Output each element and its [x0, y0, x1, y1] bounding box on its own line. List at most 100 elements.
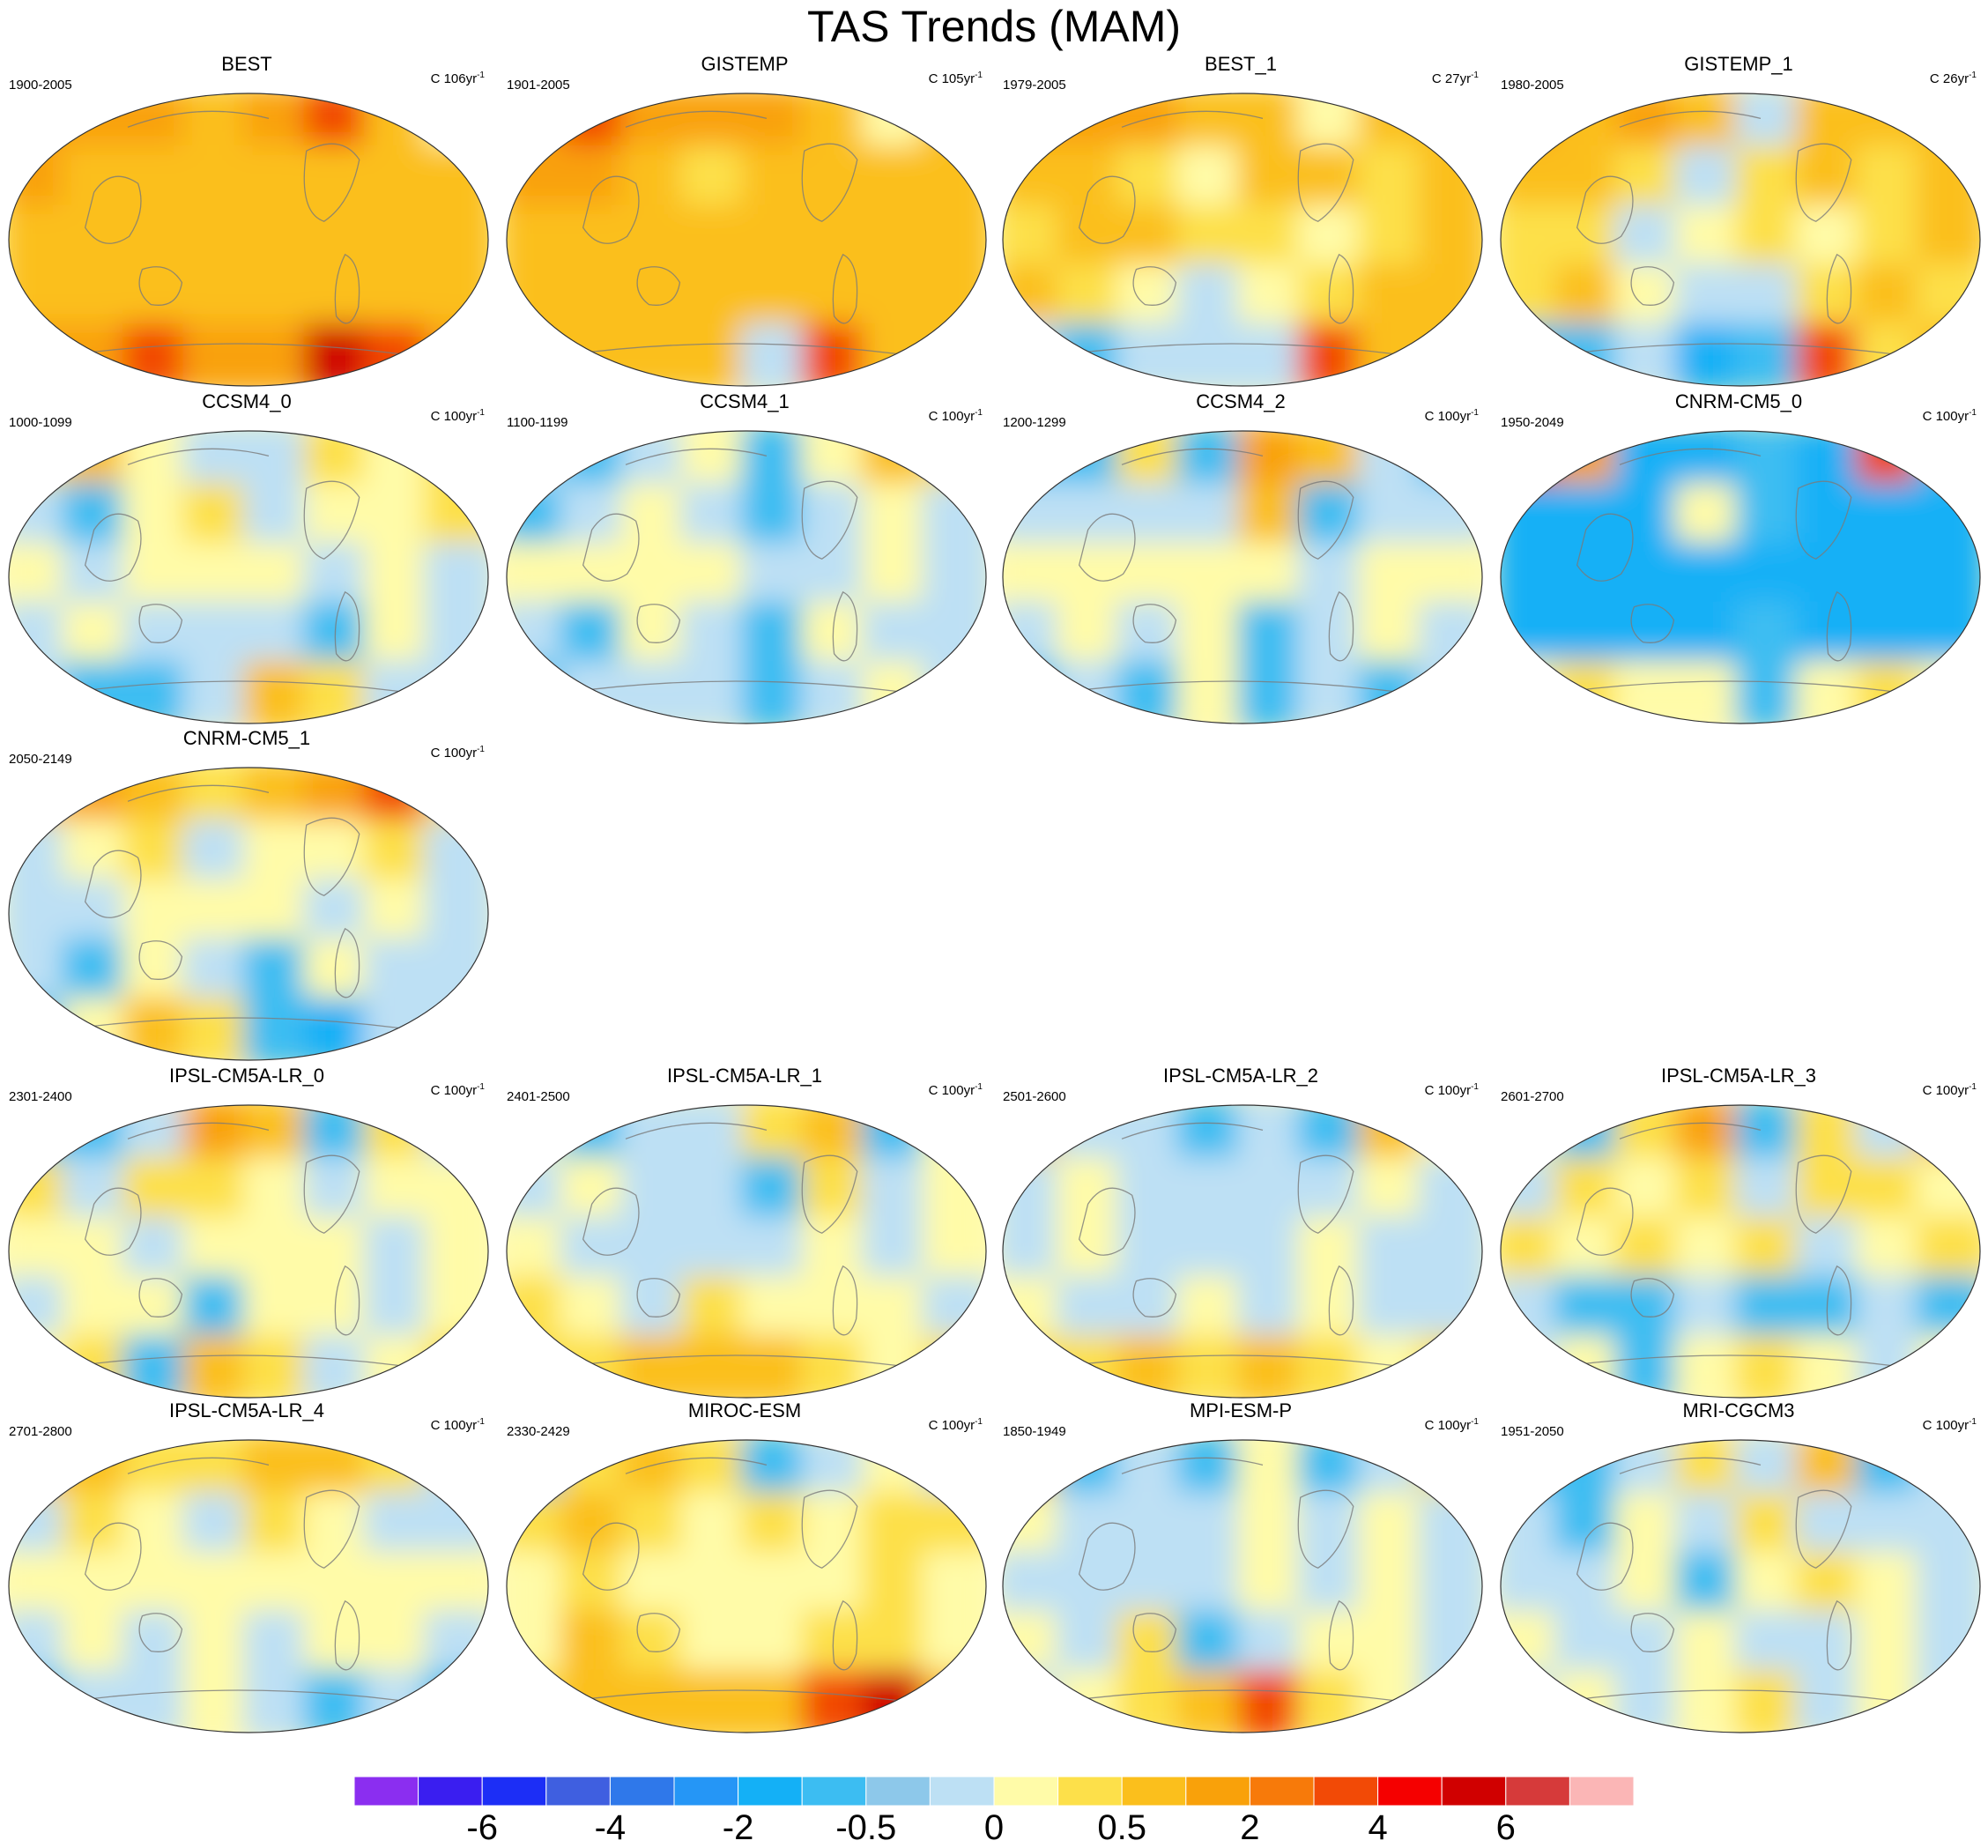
coastline — [138, 266, 183, 306]
coastline — [303, 143, 360, 222]
field-cell — [922, 204, 986, 275]
field-cell — [1297, 145, 1369, 216]
field-cell — [243, 263, 315, 334]
field-cell — [122, 1492, 194, 1562]
field-cell — [680, 1334, 752, 1398]
colorbar-swatch — [865, 1776, 931, 1807]
map-svg — [1500, 1104, 1981, 1399]
field-cell — [1856, 204, 1927, 275]
coastline — [832, 590, 858, 662]
field-cell — [182, 263, 254, 334]
panel-title: MIROC-ESM — [687, 1399, 802, 1421]
field-cell — [1501, 1551, 1565, 1622]
field-cell — [507, 431, 571, 494]
field-cell — [1003, 93, 1067, 157]
coastline — [582, 513, 640, 582]
field-cell — [1176, 1492, 1248, 1562]
panel-units-exponent: -1 — [975, 1082, 983, 1092]
field-cell — [1795, 1492, 1866, 1562]
field-cell — [560, 660, 631, 724]
field-cell — [1916, 204, 1980, 275]
map-panel: MPI-ESM-P 1850-1949 C 100yr-1 — [994, 1399, 1487, 1733]
map-panel: BEST_1 1979-2005 C 27yr-1 — [994, 53, 1487, 387]
field-cell — [1501, 323, 1565, 386]
field-cell — [1501, 1105, 1565, 1169]
field-cell — [1176, 1551, 1248, 1622]
coastline — [1121, 1457, 1264, 1474]
field-cell — [1614, 263, 1686, 334]
field-cell — [680, 263, 752, 334]
field-cell — [1614, 1610, 1686, 1681]
panel-title: BEST_1 — [1205, 53, 1277, 75]
field-cell — [1003, 1440, 1067, 1503]
map-svg — [1500, 1439, 1981, 1733]
field-cell — [122, 997, 194, 1060]
colorbar-swatch — [1505, 1776, 1570, 1807]
panel-units-exponent: -1 — [1471, 1417, 1479, 1427]
field-cell — [1554, 1669, 1625, 1733]
field-cell — [741, 204, 812, 275]
panel-units-text: C 100yr — [430, 746, 478, 761]
field-cell — [1795, 1275, 1866, 1346]
field-cell — [1418, 93, 1482, 157]
map-svg — [1500, 93, 1981, 387]
coastline — [127, 1457, 270, 1474]
colorbar-swatch — [673, 1776, 739, 1807]
coastlines — [543, 110, 896, 360]
panel-period: 2330-2429 — [507, 1424, 570, 1439]
colorbar-swatch — [418, 1776, 483, 1807]
colorbar-swatch — [1249, 1776, 1315, 1807]
field-cell — [560, 263, 631, 334]
map-border — [8, 430, 489, 724]
panel-units-text: C 100yr — [430, 409, 478, 424]
coastline — [1826, 1599, 1852, 1671]
field-cell — [182, 323, 254, 386]
coastline — [1826, 1265, 1852, 1336]
field-cell — [1237, 542, 1309, 612]
field-cell — [1554, 323, 1625, 386]
field-cell — [364, 820, 435, 890]
field-cell — [620, 1275, 692, 1346]
field-cell — [1358, 1551, 1429, 1622]
field-cell — [801, 483, 872, 553]
panel-units-exponent: -1 — [1969, 1082, 1977, 1092]
field-cell — [1795, 145, 1866, 216]
field-cell — [303, 1157, 375, 1228]
field-cell — [303, 820, 375, 890]
coastline — [84, 850, 142, 918]
colorbar-label: -2 — [722, 1808, 754, 1847]
field-cell — [1056, 145, 1127, 216]
field-cell — [1003, 542, 1067, 612]
field-cell — [122, 542, 194, 612]
coastline — [1619, 448, 1762, 465]
panel-title: IPSL-CM5A-LR_3 — [1660, 1065, 1817, 1087]
field-cell — [1674, 204, 1746, 275]
panel-units: C 100yr-1 — [431, 1082, 485, 1098]
field-cell — [680, 1157, 752, 1228]
field-cell — [1297, 601, 1369, 672]
field-cell — [1003, 1551, 1067, 1622]
field-cell — [1237, 1216, 1309, 1287]
field-cell — [922, 542, 986, 612]
field-cell — [1116, 1551, 1188, 1622]
field-cell — [1856, 660, 1927, 724]
field-cell — [507, 1440, 571, 1503]
field-cell — [1614, 1216, 1686, 1287]
field-cell — [801, 323, 872, 386]
field-cell — [1116, 483, 1188, 553]
map-border — [8, 1439, 489, 1733]
field-cell — [1916, 93, 1980, 157]
panel-period: 2601-2700 — [1501, 1089, 1564, 1104]
field-cell — [1674, 323, 1746, 386]
field-cell — [560, 1275, 631, 1346]
field-cell — [922, 323, 986, 386]
field-cell — [1554, 1275, 1625, 1346]
field-cell — [1056, 1492, 1127, 1562]
panel-units-text: C 100yr — [1922, 409, 1969, 424]
field-cell — [741, 601, 812, 672]
map-border — [8, 767, 489, 1061]
colorbar-label: -4 — [594, 1808, 627, 1847]
panel-units-text: C 100yr — [1424, 409, 1472, 424]
coastline — [582, 175, 640, 244]
colorbar-label: 0 — [983, 1808, 1005, 1847]
